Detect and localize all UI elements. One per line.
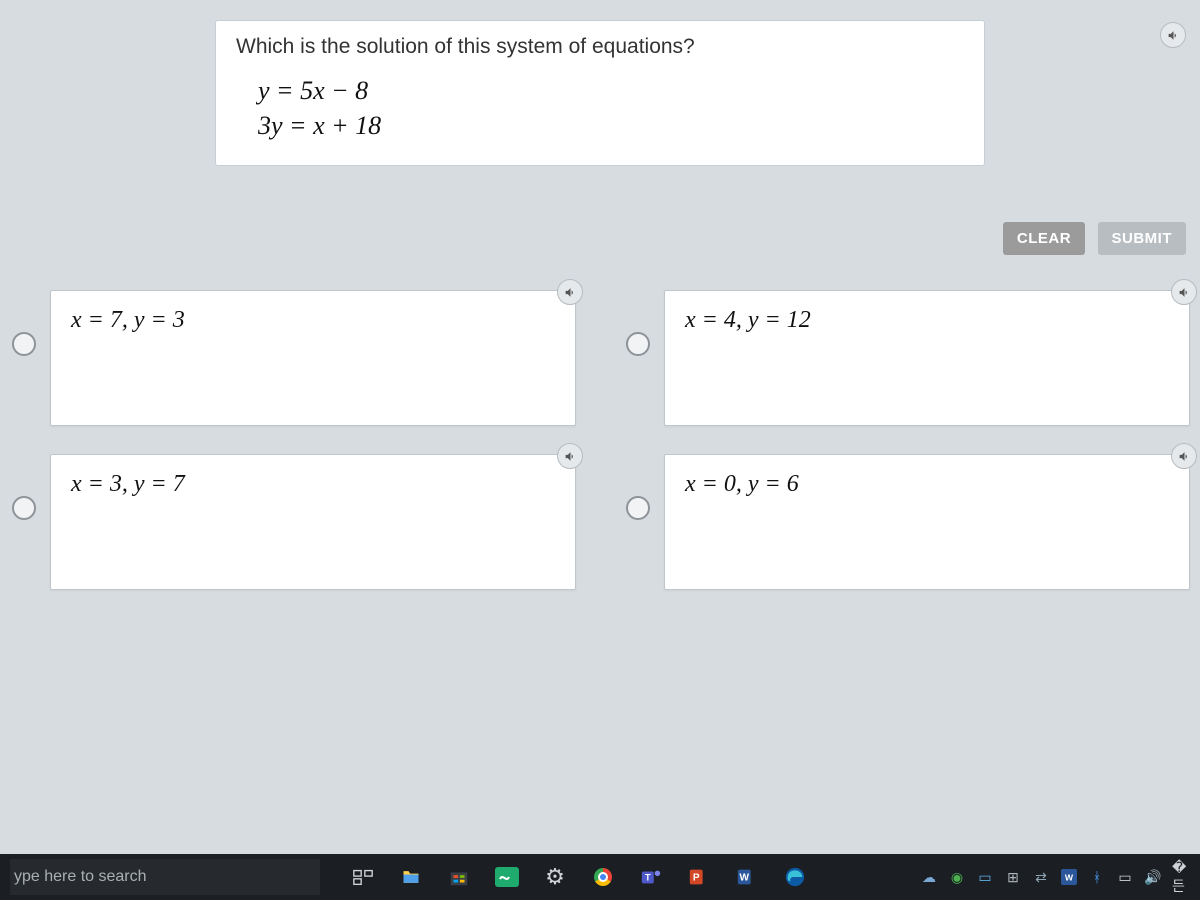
display-tray-icon[interactable]: ⊞ [1004,868,1022,886]
radio-button[interactable] [12,332,36,356]
whiteboard-icon[interactable] [494,864,520,890]
connect-tray-icon[interactable]: ⇄ [1032,868,1050,886]
action-bar: CLEAR SUBMIT [995,222,1186,255]
volume-tray-icon[interactable]: 🔊 [1144,868,1162,886]
equation-1: y = 5x − 8 [258,73,964,108]
onedrive-tray-icon[interactable]: ☁ [920,868,938,886]
chat-tray-icon[interactable]: ▭ [976,868,994,886]
answer-text: x = 4, y = 12 [685,307,1169,334]
answer-text: x = 7, y = 3 [71,307,555,334]
taskbar-search[interactable]: ype here to search [10,859,320,895]
task-view-icon[interactable] [350,864,376,890]
radio-button[interactable] [626,332,650,356]
file-explorer-icon[interactable] [398,864,424,890]
answer-audio-button[interactable] [1171,443,1197,469]
answer-text: x = 0, y = 6 [685,471,1169,498]
equation-2: 3y = x + 18 [258,108,964,143]
answer-grid: x = 7, y = 3 x = 4, y = 12 x = 3, y = 7 … [12,290,1190,590]
speaker-icon [1167,29,1180,42]
svg-text:T: T [645,873,651,883]
radio-button[interactable] [12,496,36,520]
submit-button[interactable]: SUBMIT [1098,222,1187,255]
wifi-tray-icon[interactable]: �든 [1172,868,1190,886]
answer-option: x = 4, y = 12 [626,290,1190,426]
taskbar: ype here to search ⚙ T P W ☁ ◉ ▭ ⊞ ⇄ W ᚼ… [0,854,1200,900]
svg-text:P: P [693,873,700,884]
speaker-icon [564,286,577,299]
answer-audio-button[interactable] [557,443,583,469]
word-icon[interactable]: W [734,864,760,890]
answer-option: x = 0, y = 6 [626,454,1190,590]
answer-card[interactable]: x = 0, y = 6 [664,454,1190,590]
speaker-icon [564,450,577,463]
powerpoint-icon[interactable]: P [686,864,712,890]
answer-card[interactable]: x = 3, y = 7 [50,454,576,590]
answer-card[interactable]: x = 7, y = 3 [50,290,576,426]
question-prompt: Which is the solution of this system of … [236,35,964,59]
radio-button[interactable] [626,496,650,520]
answer-audio-button[interactable] [1171,279,1197,305]
chrome-icon[interactable] [590,864,616,890]
question-audio-button[interactable] [1160,22,1186,48]
equation-block: y = 5x − 8 3y = x + 18 [236,73,964,143]
taskbar-app-icons: ⚙ T P W [350,864,808,890]
search-placeholder-text: ype here to search [14,868,147,886]
clear-button[interactable]: CLEAR [1003,222,1085,255]
system-tray: ☁ ◉ ▭ ⊞ ⇄ W ᚼ ▭ 🔊 �든 [920,868,1190,886]
edge-icon[interactable] [782,864,808,890]
answer-card[interactable]: x = 4, y = 12 [664,290,1190,426]
answer-option: x = 7, y = 3 [12,290,576,426]
answer-option: x = 3, y = 7 [12,454,576,590]
teams-icon[interactable]: T [638,864,664,890]
answer-text: x = 3, y = 7 [71,471,555,498]
word-tray-icon[interactable]: W [1060,868,1078,886]
security-tray-icon[interactable]: ◉ [948,868,966,886]
battery-tray-icon[interactable]: ▭ [1116,868,1134,886]
answer-audio-button[interactable] [557,279,583,305]
speaker-icon [1178,450,1191,463]
settings-icon[interactable]: ⚙ [542,864,568,890]
svg-text:W: W [739,873,749,884]
speaker-icon [1178,286,1191,299]
bluetooth-tray-icon[interactable]: ᚼ [1088,868,1106,886]
svg-text:W: W [1065,872,1074,882]
microsoft-store-icon[interactable] [446,864,472,890]
question-box: Which is the solution of this system of … [215,20,985,166]
